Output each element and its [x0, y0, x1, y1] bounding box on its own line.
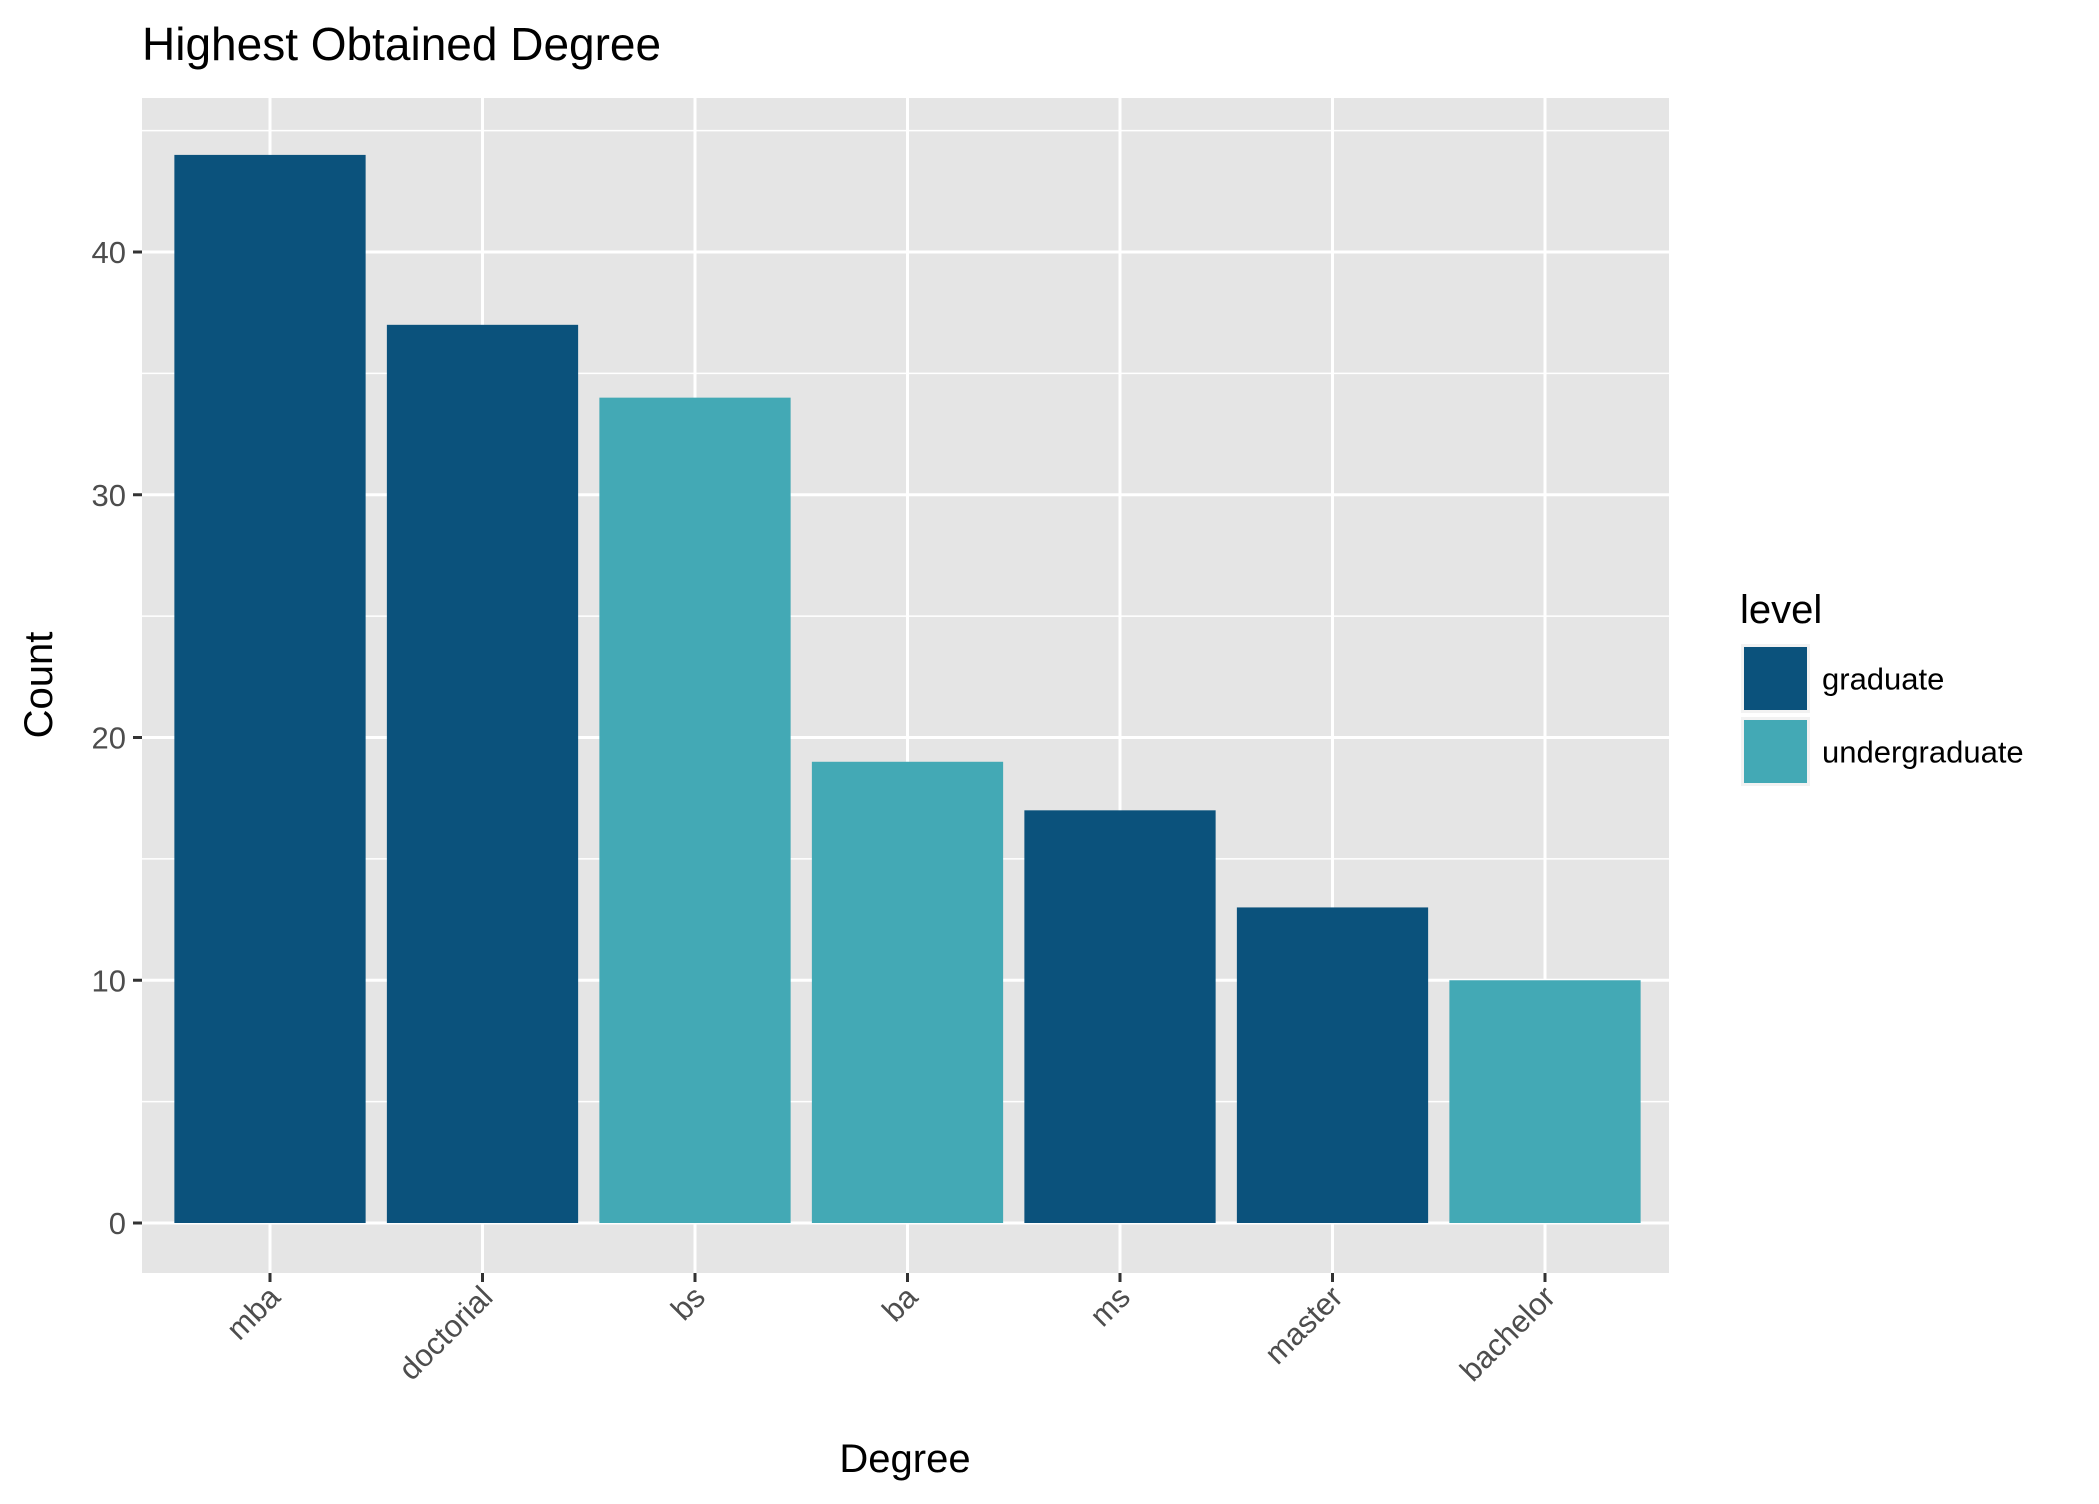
bar-doctorial [386, 324, 579, 1223]
bar-bs [599, 397, 791, 1223]
y-tick-label: 10 [92, 963, 126, 998]
x-tick-label-ba: ba [875, 1279, 925, 1329]
bar-ba [811, 761, 1004, 1223]
legend-label-graduate: graduate [1822, 662, 1944, 697]
bar-bachelor [1449, 980, 1641, 1223]
x-tick-label-master: master [1258, 1279, 1350, 1371]
legend-label-undergraduate: undergraduate [1822, 735, 2024, 770]
y-axis-title: Count [17, 632, 61, 739]
y-tick-label: 20 [92, 721, 126, 756]
chart-title: Highest Obtained Degree [142, 18, 661, 70]
legend-title: level [1740, 588, 1822, 632]
bars [174, 154, 1641, 1223]
x-tick-label-doctorial: doctorial [392, 1279, 500, 1387]
legend-swatch-graduate [1744, 647, 1807, 710]
x-axis: mba doctorial bs ba ms master bachelor [220, 1273, 1562, 1388]
legend: level graduate undergraduate [1740, 588, 2024, 786]
legend-swatch-undergraduate [1744, 720, 1807, 783]
y-tick-label: 40 [92, 235, 126, 270]
y-tick-label: 30 [92, 478, 126, 513]
x-axis-title: Degree [839, 1437, 970, 1481]
x-tick-label-bachelor: bachelor [1453, 1279, 1562, 1388]
y-tick-label: 0 [109, 1206, 126, 1241]
x-tick-label-bs: bs [664, 1279, 712, 1327]
x-tick-label-mba: mba [220, 1279, 288, 1347]
bar-master [1236, 907, 1429, 1223]
x-tick-label-ms: ms [1083, 1279, 1137, 1333]
bar-mba [174, 154, 366, 1223]
y-axis: 0 10 20 30 40 [92, 235, 142, 1241]
bar-ms [1024, 810, 1216, 1223]
